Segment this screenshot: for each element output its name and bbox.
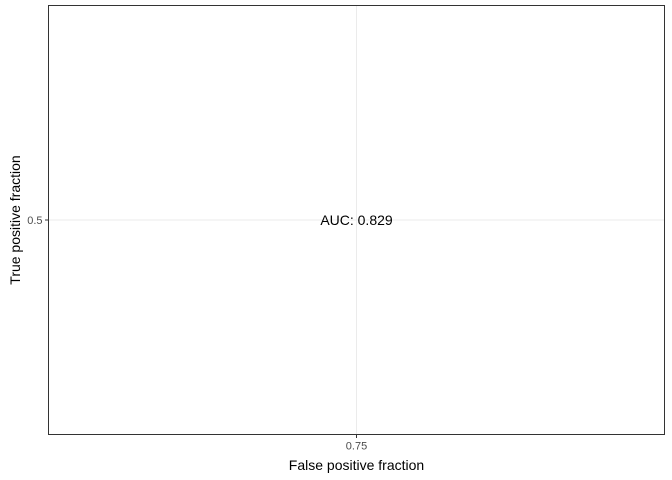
y-tick-label: 0.5 [27,215,42,227]
x-axis: 0.75 [346,434,367,453]
grid-layer [48,5,665,435]
y-axis-title: True positive fraction [7,155,23,284]
x-tick-label: 0.75 [346,441,367,453]
annotation-layer: AUC: 0.829 [320,212,393,228]
y-axis: 0.5 [27,215,49,227]
x-axis-title: False positive fraction [289,457,424,473]
auc-annotation: AUC: 0.829 [320,212,393,228]
